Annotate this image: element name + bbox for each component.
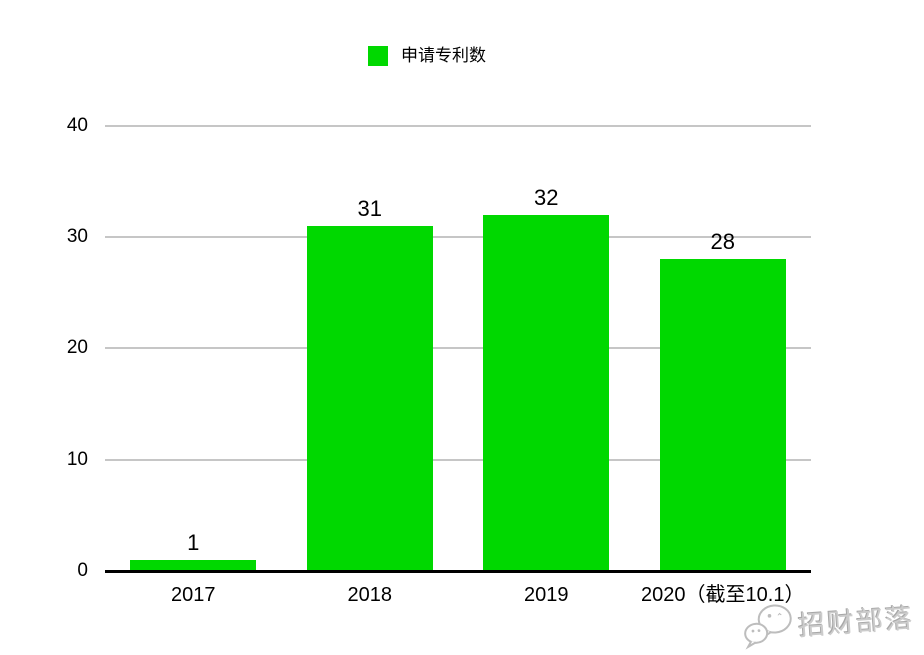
bar-value-label: 32 [534,184,559,210]
watermark-text: 招财部落 [797,602,916,641]
bar [659,259,786,571]
y-axis-tick-label: 0 [77,560,88,581]
gridline [105,124,811,127]
x-axis-tick-label: 2017 [171,584,216,606]
bar [306,225,433,571]
gridline [105,347,811,350]
bar-value-label: 31 [357,195,382,221]
x-axis-tick-label: 2020（截至10.1） [641,584,805,606]
x-axis-tick-label: 2019 [524,584,569,606]
x-axis-line [105,570,811,573]
wechat-icon [744,604,792,650]
y-axis-tick-label: 10 [66,448,88,470]
bar-value-label: 1 [187,529,200,555]
y-axis-tick-label: 40 [66,114,88,136]
legend: 申请专利数 [368,46,486,66]
gridline [105,235,811,238]
bar [130,559,257,571]
legend-label: 申请专利数 [401,46,486,65]
y-axis-tick-label: 20 [66,337,88,359]
bar [483,214,610,571]
gridline [105,458,811,461]
bar-value-label: 28 [710,229,735,255]
watermark: 招财部落 [740,584,924,655]
y-axis-tick-label: 30 [66,225,88,247]
legend-swatch [368,46,388,66]
x-axis-tick-label: 2018 [347,584,393,606]
